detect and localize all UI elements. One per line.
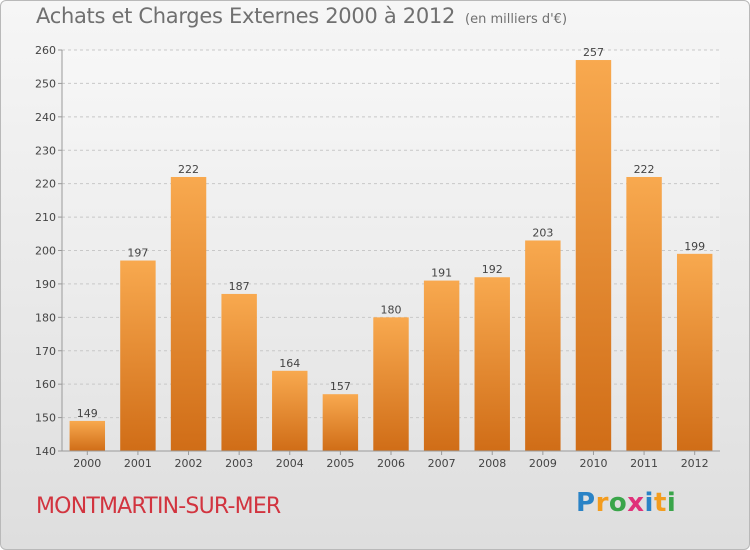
x-tick-label: 2003 [225, 457, 253, 470]
x-tick-label: 2001 [124, 457, 152, 470]
y-tick-label: 200 [35, 245, 56, 258]
chart-title: Achats et Charges Externes 2000 à 2012 [36, 4, 456, 28]
logo-letter: x [627, 488, 645, 518]
logo-letter: P [576, 488, 596, 518]
x-tick-label: 2002 [175, 457, 203, 470]
bar [474, 277, 510, 451]
y-tick-label: 140 [35, 445, 56, 458]
y-tick-label: 230 [35, 144, 56, 157]
bar [170, 176, 207, 451]
bar [120, 260, 156, 451]
bar [221, 293, 257, 451]
bar-value-label: 222 [634, 163, 655, 176]
bar-value-label: 222 [178, 163, 199, 176]
y-tick-label: 210 [35, 211, 56, 224]
x-tick-label: 2012 [681, 457, 709, 470]
bar-value-label: 157 [330, 380, 351, 393]
x-tick-label: 2009 [529, 457, 557, 470]
bar [525, 240, 561, 451]
bar-value-label: 164 [279, 357, 300, 370]
bar [423, 280, 460, 451]
bar-value-label: 192 [482, 263, 503, 276]
bar-value-label: 203 [532, 226, 553, 239]
x-tick-label: 2006 [377, 457, 405, 470]
bar [676, 253, 713, 451]
y-tick-label: 260 [35, 44, 56, 57]
y-tick-label: 150 [35, 412, 56, 425]
y-tick-label: 250 [35, 77, 56, 90]
bar [272, 370, 308, 451]
x-tick-label: 2010 [579, 457, 607, 470]
x-tick-label: 2007 [428, 457, 456, 470]
bar [373, 317, 409, 451]
y-tick-label: 170 [35, 345, 56, 358]
x-tick-label: 2000 [73, 457, 101, 470]
logo-letter: o [608, 488, 628, 518]
logo-letter: i [666, 488, 677, 518]
bar [626, 176, 662, 451]
logo-letter: t [653, 488, 667, 518]
bar [69, 420, 106, 451]
bar [575, 60, 612, 452]
x-tick-label: 2011 [630, 457, 658, 470]
logo-letter: r [595, 488, 609, 518]
y-tick-label: 190 [35, 278, 56, 291]
proxiti-logo: Proxiti [576, 488, 676, 518]
y-tick-label: 240 [35, 111, 56, 124]
bar-value-label: 197 [127, 247, 148, 260]
bar [322, 394, 359, 451]
y-tick-label: 220 [35, 178, 56, 191]
chart-subtitle: (en milliers d'€) [465, 12, 568, 27]
bar-value-label: 180 [381, 303, 402, 316]
logo-letter: i [644, 488, 654, 518]
chart-header: Achats et Charges Externes 2000 à 2012 (e… [36, 4, 567, 28]
y-tick-label: 180 [35, 311, 56, 324]
x-tick-label: 2005 [326, 457, 354, 470]
y-tick-label: 160 [35, 378, 56, 391]
bar-value-label: 199 [684, 240, 705, 253]
bar-value-label: 187 [229, 280, 250, 293]
commune-name: MONTMARTIN-SUR-MER [36, 494, 281, 519]
bar-value-label: 149 [77, 407, 98, 420]
bar-value-label: 257 [583, 46, 604, 59]
x-tick-label: 2004 [276, 457, 304, 470]
x-tick-label: 2008 [478, 457, 506, 470]
bar-value-label: 191 [431, 267, 452, 280]
